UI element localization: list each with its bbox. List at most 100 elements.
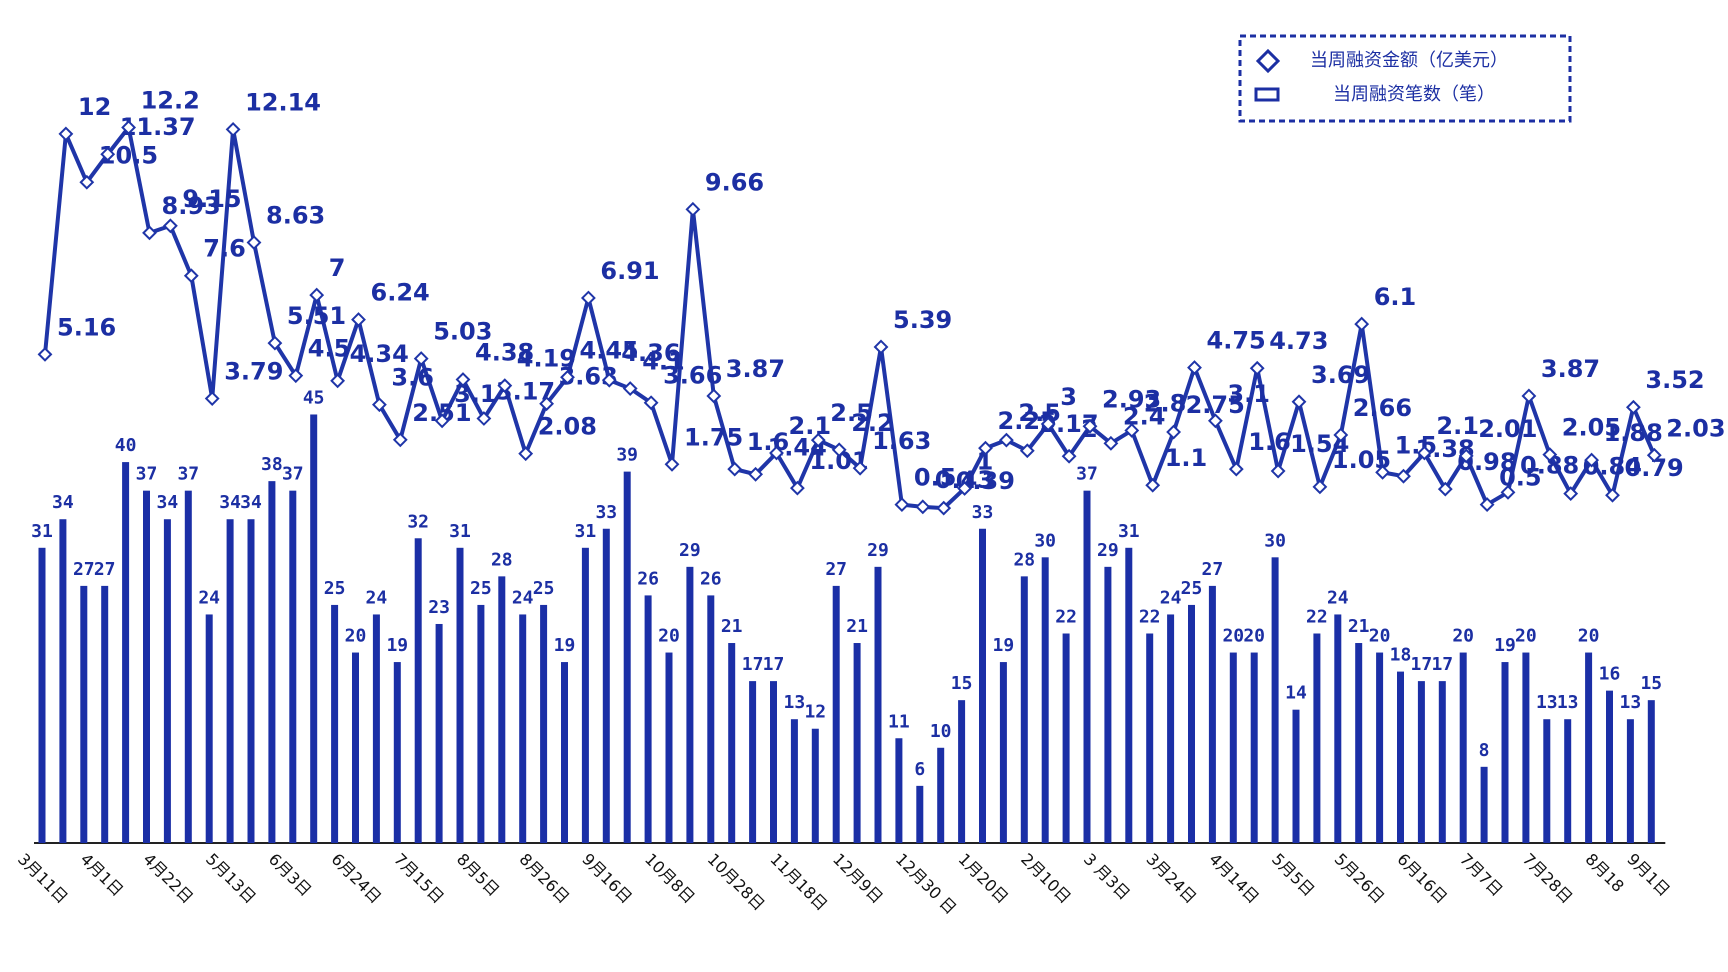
line-value-label: 6.1 [1374,283,1417,311]
bar-value-label: 22 [1055,607,1077,628]
bar [1355,643,1363,843]
line-value-label: 3.66 [663,362,722,390]
bar [581,547,589,843]
line-value-label: 4.45 [580,336,639,364]
bar-value-label: 38 [261,454,283,475]
bar [1313,633,1321,843]
bar [1564,719,1572,843]
x-tick-label: 4月14日 [1205,850,1263,908]
legend-line-marker [1255,48,1281,74]
x-tick-label: 8月18 [1581,850,1627,896]
bar-value-label: 25 [533,578,555,599]
line-point [1542,447,1558,463]
bar [205,614,213,843]
bar-value-label: 18 [1390,645,1412,666]
bar-value-label: 34 [219,492,241,513]
line-point [1458,448,1474,464]
legend-label: 当周融资金额（亿美元） [1310,50,1508,71]
x-tick-label: 5月5日 [1268,850,1318,900]
line-point [978,440,993,456]
bar-value-label: 39 [616,445,638,466]
line-point [664,456,680,472]
x-tick-label: 7月15日 [390,850,448,908]
bar-value-label: 17 [742,654,764,675]
bar-value-label: 27 [73,559,95,580]
bar-value-label: 20 [1243,626,1265,647]
bar [247,519,255,843]
line-point [1500,484,1516,500]
line-value-label: 12.2 [141,86,200,114]
bar-value-label: 14 [1285,683,1307,704]
bar-value-label: 24 [198,587,220,608]
line-point [1563,486,1579,502]
line-point [1270,463,1286,479]
bar [644,595,652,843]
bar [728,643,736,843]
bar-value-label: 34 [240,492,262,513]
line-value-label: 4.73 [1269,327,1328,355]
line-point [455,372,471,387]
x-tick-label: 7月7日 [1456,850,1506,900]
bar [1647,700,1655,843]
x-tick-label: 5月26日 [1331,850,1389,908]
bar-value-label: 19 [386,635,408,656]
bar [707,595,715,843]
bar-value-label: 31 [575,521,597,542]
line-value-label: 4.34 [350,340,409,368]
bar [393,662,401,843]
line-value-label: 4.19 [517,345,576,373]
line-value-label: 5.39 [893,306,952,334]
line-value-label: 1.6 [1248,428,1291,456]
line-point [1166,424,1182,440]
bar [916,785,924,843]
x-tick-label: 9月1日 [1623,850,1673,900]
bar-value-label: 30 [1034,530,1056,551]
bar [226,519,234,843]
bar-value-label: 33 [972,502,994,523]
bar [1125,547,1133,843]
bar-value-label: 20 [1452,626,1474,647]
bar [1397,671,1404,843]
bar [1501,662,1509,843]
bar [665,652,673,843]
line-point [121,120,137,135]
legend: 当周融资金额（亿美元） 当周融资笔数（笔） [1238,34,1572,123]
line-value-label: 8.93 [162,192,221,220]
bar [59,519,67,843]
x-tick-label: 12月30 日 [892,850,960,918]
line-point [1479,497,1495,512]
bar [1417,681,1425,843]
line-value-label: 5.03 [433,318,492,346]
bar-value-label: 34 [52,492,74,513]
line-value-label: 2.66 [1353,394,1412,422]
bar [352,652,359,843]
bar-value-label: 31 [31,521,53,542]
line-point [539,396,555,412]
bar-value-label: 45 [303,387,325,408]
bar-value-label: 26 [700,568,722,589]
line-point [789,480,805,496]
bar [1188,604,1195,843]
line-point [831,442,847,458]
bar-value-label: 12 [804,702,826,723]
bar [770,681,777,843]
bar-value-label: 31 [449,521,471,542]
bar-value-label: 28 [491,549,513,570]
line-point [643,395,659,411]
line-value-label: 2.5 [830,399,873,427]
bar [1292,709,1300,843]
line-value-label: 4.36 [621,339,680,367]
line-point [204,391,220,406]
bar-value-label: 25 [470,578,492,599]
bar-value-label: 20 [1578,626,1600,647]
bar [498,576,506,843]
line-point [1354,316,1370,332]
bar-value-label: 10 [930,721,952,742]
line-point [392,432,408,448]
bar-value-label: 40 [115,435,137,456]
bar [832,585,840,843]
line-value-label: 2.05 [1562,414,1621,442]
line-point [37,346,53,362]
line-point [748,466,764,482]
legend-label: 当周融资笔数（笔） [1333,84,1495,105]
